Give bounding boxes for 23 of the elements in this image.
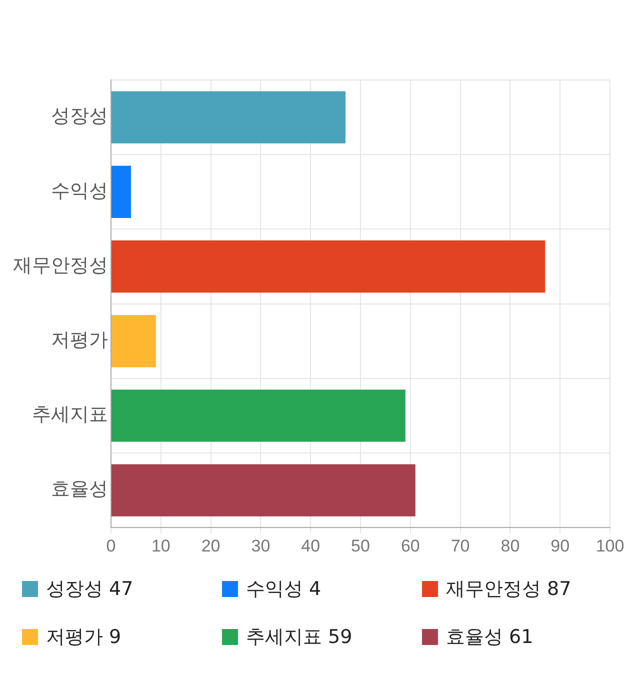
y-tick-label: 효율성 [51, 478, 108, 500]
x-tick-label: 10 [151, 536, 170, 556]
category-label: 저평가 9 [46, 626, 122, 648]
y-tick-label: 수익성 [51, 180, 108, 202]
x-tick-label: 40 [301, 536, 320, 556]
y-tick-label: 성장성 [51, 105, 108, 128]
y-tick-label: 저평가 [51, 329, 108, 352]
x-tick-label: 30 [251, 536, 270, 556]
x-tick-label: 20 [201, 536, 220, 556]
category-label: 수익성 4 [246, 578, 322, 600]
x-tick-label: 90 [550, 536, 570, 556]
x-tick-label: 70 [450, 536, 470, 556]
x-tick-label: 80 [500, 536, 520, 556]
category-label: 추세지표 59 [246, 626, 352, 648]
x-tick-label: 100 [596, 536, 624, 556]
y-tick-label: 추세지표 [32, 404, 108, 426]
y-tick-label: 재무안정성 [13, 254, 108, 276]
x-tick-label: 50 [351, 536, 370, 556]
category-label: 효율성 61 [446, 626, 534, 648]
x-tick-label: 0 [106, 536, 116, 556]
category-label: 재무안정성 87 [446, 578, 572, 600]
category-label: 성장성 47 [46, 578, 134, 600]
x-tick-label: 60 [400, 536, 420, 556]
